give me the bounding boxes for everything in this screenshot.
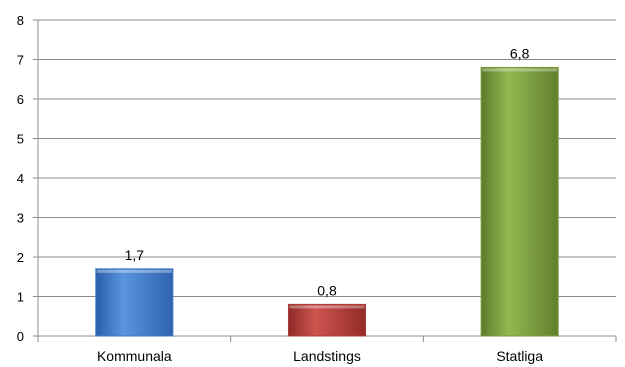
category-label: Kommunala	[97, 348, 172, 364]
data-label: 0,8	[317, 282, 337, 298]
y-tick-label: 2	[17, 250, 24, 265]
y-tick-label: 7	[17, 53, 24, 68]
y-tick-label: 8	[17, 13, 24, 28]
data-labels: 1,7 0,8 6,8	[125, 45, 530, 298]
category-label: Statliga	[496, 348, 543, 364]
bar-highlight	[96, 269, 172, 273]
y-tick-label: 3	[17, 211, 24, 226]
category-label: Landstings	[293, 348, 361, 364]
y-tick-label: 4	[17, 171, 24, 186]
category-labels: Kommunala Landstings Statliga	[97, 348, 543, 364]
y-tick-label: 0	[17, 329, 24, 344]
bar-landstings	[287, 303, 367, 337]
y-tick-label: 5	[17, 132, 24, 147]
y-tick-labels: 0 1 2 3 4 5 6 7 8	[17, 13, 24, 344]
y-tick-label: 1	[17, 290, 24, 305]
bar-kommunala	[95, 268, 174, 337]
bar-highlight	[289, 305, 365, 309]
gridlines	[38, 19, 616, 297]
data-label: 1,7	[125, 247, 145, 263]
bars	[95, 66, 559, 337]
data-label: 6,8	[510, 45, 530, 61]
bar-highlight	[482, 68, 558, 72]
bar-statliga	[480, 66, 559, 337]
y-tick-label: 6	[17, 92, 24, 107]
